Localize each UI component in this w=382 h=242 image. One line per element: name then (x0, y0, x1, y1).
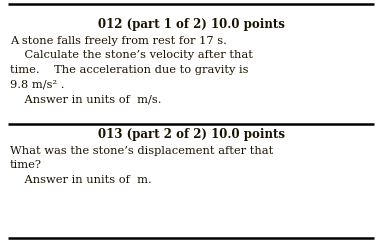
Text: What was the stone’s displacement after that: What was the stone’s displacement after … (10, 146, 273, 156)
Text: 012 (part 1 of 2) 10.0 points: 012 (part 1 of 2) 10.0 points (97, 18, 285, 31)
Text: 9.8 m/s² .: 9.8 m/s² . (10, 80, 65, 90)
Text: time.    The acceleration due to gravity is: time. The acceleration due to gravity is (10, 65, 249, 75)
Text: Answer in units of  m.: Answer in units of m. (10, 175, 152, 185)
Text: Answer in units of  m/s.: Answer in units of m/s. (10, 94, 162, 104)
Text: 013 (part 2 of 2) 10.0 points: 013 (part 2 of 2) 10.0 points (97, 128, 285, 141)
Text: time?: time? (10, 160, 42, 171)
Text: Calculate the stone’s velocity after that: Calculate the stone’s velocity after tha… (10, 51, 253, 60)
Text: A stone falls freely from rest for 17 s.: A stone falls freely from rest for 17 s. (10, 36, 227, 46)
